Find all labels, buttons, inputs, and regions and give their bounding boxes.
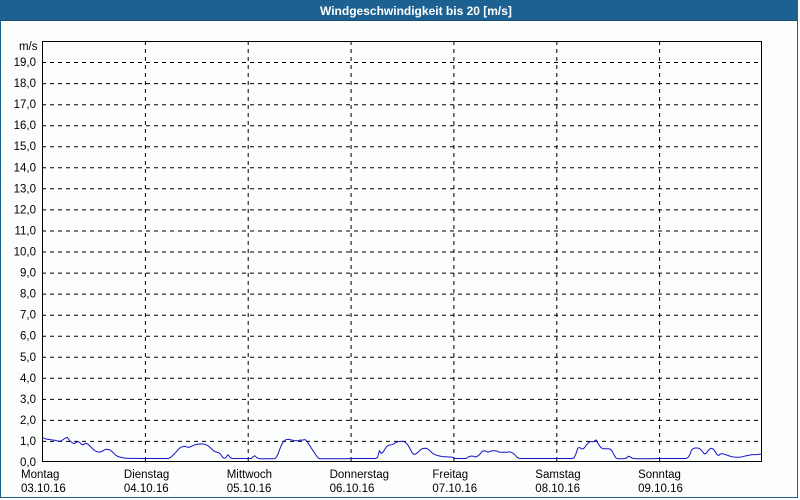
- svg-text:06.10.16: 06.10.16: [330, 483, 375, 495]
- svg-text:0,0: 0,0: [20, 457, 36, 469]
- svg-text:19,0: 19,0: [14, 57, 36, 69]
- svg-text:Sonntag: Sonntag: [638, 469, 681, 481]
- svg-text:1,0: 1,0: [20, 436, 36, 448]
- svg-text:3,0: 3,0: [20, 394, 36, 406]
- svg-text:Donnerstag: Donnerstag: [330, 469, 389, 481]
- svg-text:9,0: 9,0: [20, 268, 36, 280]
- svg-text:Dienstag: Dienstag: [124, 469, 169, 481]
- svg-text:10,0: 10,0: [14, 247, 36, 259]
- svg-text:12,0: 12,0: [14, 204, 36, 216]
- svg-text:2,0: 2,0: [20, 415, 36, 427]
- svg-text:15,0: 15,0: [14, 141, 36, 153]
- svg-text:Montag: Montag: [21, 469, 59, 481]
- svg-text:7,0: 7,0: [20, 310, 36, 322]
- svg-text:8,0: 8,0: [20, 289, 36, 301]
- svg-text:Freitag: Freitag: [432, 469, 468, 481]
- svg-text:07.10.16: 07.10.16: [432, 483, 477, 495]
- svg-text:08.10.16: 08.10.16: [535, 483, 580, 495]
- svg-text:11,0: 11,0: [14, 226, 36, 238]
- svg-text:09.10.16: 09.10.16: [638, 483, 683, 495]
- svg-text:6,0: 6,0: [20, 331, 36, 343]
- svg-text:14,0: 14,0: [14, 162, 36, 174]
- svg-text:04.10.16: 04.10.16: [124, 483, 169, 495]
- svg-text:17,0: 17,0: [14, 99, 36, 111]
- svg-text:16,0: 16,0: [14, 120, 36, 132]
- svg-text:05.10.16: 05.10.16: [227, 483, 272, 495]
- svg-text:03.10.16: 03.10.16: [21, 483, 66, 495]
- svg-text:5,0: 5,0: [20, 352, 36, 364]
- svg-text:Mittwoch: Mittwoch: [227, 469, 272, 481]
- svg-text:Samstag: Samstag: [535, 469, 580, 481]
- svg-text:18,0: 18,0: [14, 78, 36, 90]
- svg-text:m/s: m/s: [19, 41, 38, 53]
- svg-text:4,0: 4,0: [20, 373, 36, 385]
- svg-text:13,0: 13,0: [14, 183, 36, 195]
